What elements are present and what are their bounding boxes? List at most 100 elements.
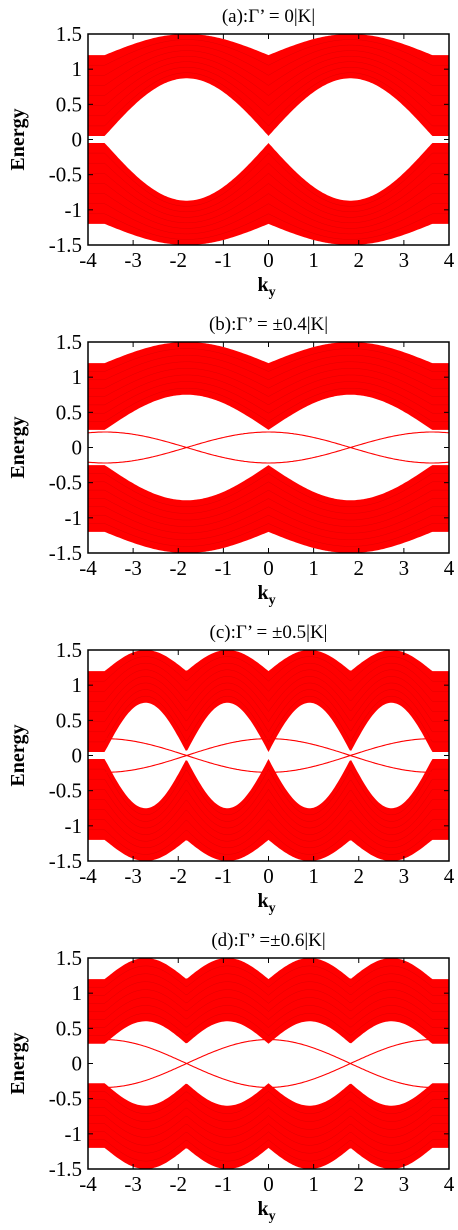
y-tick-label: 0 — [72, 744, 83, 768]
y-tick-label: 0 — [72, 436, 83, 460]
edge-state-line — [88, 431, 449, 464]
x-tick-label: 3 — [399, 248, 410, 272]
bulk-subband-line — [88, 695, 449, 743]
y-axis-label: Energy — [7, 1032, 29, 1094]
x-tick-label: -3 — [124, 248, 142, 272]
edge-state-line — [88, 1039, 449, 1088]
x-tick-label: 4 — [444, 556, 455, 580]
y-tick-label: 1.5 — [56, 946, 82, 970]
y-tick-label: 0.5 — [56, 400, 82, 424]
x-tick-label: 1 — [308, 248, 319, 272]
x-tick-label: 1 — [308, 1172, 319, 1196]
upper-bulk-band — [88, 34, 449, 136]
bulk-subband-line — [88, 1090, 449, 1114]
bulk-subband-line — [88, 1123, 449, 1146]
x-axis-label: ky — [257, 1198, 275, 1224]
bulk-subband-line — [88, 682, 449, 723]
bulk-subband-line — [88, 361, 449, 389]
bulk-subband-line — [88, 66, 449, 117]
bulk-subband-line — [88, 183, 449, 224]
x-tick-label: 3 — [399, 1172, 410, 1196]
x-tick-label: 0 — [263, 864, 274, 888]
bulk-subband-line — [88, 973, 449, 996]
y-tick-label: 0.5 — [56, 1016, 82, 1040]
y-tick-label: -0.5 — [49, 163, 82, 187]
bulk-subband-line — [88, 656, 449, 682]
y-tick-label: 1.5 — [56, 638, 82, 662]
bulk-subband-line — [88, 374, 449, 406]
y-tick-label: -1.5 — [49, 233, 82, 257]
bulk-subband-line — [88, 348, 449, 372]
bulk-subband-line — [88, 152, 449, 207]
bulk-subband-line — [88, 203, 449, 235]
bulk-subband-line — [88, 768, 449, 816]
bulk-subband-line — [88, 473, 449, 508]
bulk-subband-line — [88, 61, 449, 107]
bulk-subband-line — [88, 50, 449, 86]
bulk-subband-line — [88, 1131, 449, 1154]
bulk-subband-line — [88, 172, 449, 218]
x-tick-label: 0 — [263, 248, 274, 272]
bulk-subband-line — [88, 819, 449, 849]
x-axis-label: ky — [257, 274, 275, 300]
edge-state-line — [88, 431, 449, 464]
y-tick-label: 0 — [72, 1052, 83, 1076]
y-tick-label: 1.5 — [56, 330, 82, 354]
x-tick-label: -2 — [170, 248, 188, 272]
panel-title: (b):Γ’ = ±0.4|K| — [209, 314, 328, 335]
bulk-subband-line — [88, 514, 449, 541]
y-tick-label: -1 — [65, 198, 83, 222]
bulk-subband-line — [88, 1013, 449, 1037]
x-tick-label: -1 — [215, 556, 233, 580]
bulk-subband-line — [88, 381, 449, 414]
lower-bulk-band — [88, 1083, 449, 1169]
x-axis-label-subscript: y — [269, 1209, 276, 1224]
x-tick-label: 2 — [354, 1172, 365, 1196]
panel-c: -4 -3 -2 -1 0 1 2 3 4 1.5 1 0.5 0 -0.5 -1 -1.5 (c):Γ’ = … — [7, 622, 455, 916]
x-axis-label-subscript: y — [269, 285, 276, 300]
x-axis-label: ky — [257, 582, 275, 608]
bulk-subband-line — [88, 809, 449, 842]
x-tick-label: 1 — [308, 556, 319, 580]
bulk-subband-line — [88, 1107, 449, 1130]
bulk-subband-line — [88, 193, 449, 229]
y-tick-label: -0.5 — [49, 471, 82, 495]
upper-bulk-band — [88, 958, 449, 1044]
bulk-subband-line — [88, 481, 449, 514]
x-tick-label: -3 — [124, 864, 142, 888]
bulk-subband-line — [88, 676, 449, 712]
bulk-subband-line — [88, 689, 449, 733]
y-tick-label: -0.5 — [49, 1087, 82, 1111]
x-tick-label: 2 — [354, 864, 365, 888]
x-tick-label: 2 — [354, 248, 365, 272]
y-tick-label: 0.5 — [56, 708, 82, 732]
bulk-subband-line — [88, 489, 449, 521]
x-tick-label: 2 — [354, 556, 365, 580]
y-tick-label: -1 — [65, 814, 83, 838]
y-tick-label: 1 — [72, 981, 83, 1005]
edge-state-line — [88, 738, 449, 773]
x-axis-label: ky — [257, 890, 275, 916]
x-tick-label: -4 — [79, 864, 97, 888]
bulk-subband-line — [88, 213, 449, 240]
bulk-subband-line — [88, 354, 449, 381]
x-tick-label: -4 — [79, 1172, 97, 1196]
edge-state-line — [88, 738, 449, 773]
x-tick-label: 3 — [399, 556, 410, 580]
x-axis-label-main: k — [257, 890, 269, 912]
x-tick-label: -4 — [79, 248, 97, 272]
panel-d: -4 -3 -2 -1 0 1 2 3 4 1.5 1 0.5 0 -0.5 -1 -1.5 (d):Γ’ =±… — [7, 930, 455, 1224]
bulk-subband-line — [88, 965, 449, 988]
bulk-subband-line — [88, 981, 449, 1004]
y-tick-label: -1 — [65, 1122, 83, 1146]
bulk-subband-line — [88, 669, 449, 702]
panel-title: (c):Γ’ = ±0.5|K| — [210, 622, 328, 643]
x-tick-label: 4 — [444, 864, 455, 888]
bulk-subband-line — [88, 1115, 449, 1138]
y-tick-label: 1 — [72, 57, 83, 81]
bulk-subband-line — [88, 1005, 449, 1028]
x-axis-label-subscript: y — [269, 593, 276, 608]
x-tick-label: -3 — [124, 1172, 142, 1196]
panel-a: -4 -3 -2 -1 0 1 2 3 4 1.5 1 0.5 0 -0.5 -1 -1.5 (a):Γ’ = … — [7, 6, 455, 300]
bulk-subband-line — [88, 778, 449, 822]
